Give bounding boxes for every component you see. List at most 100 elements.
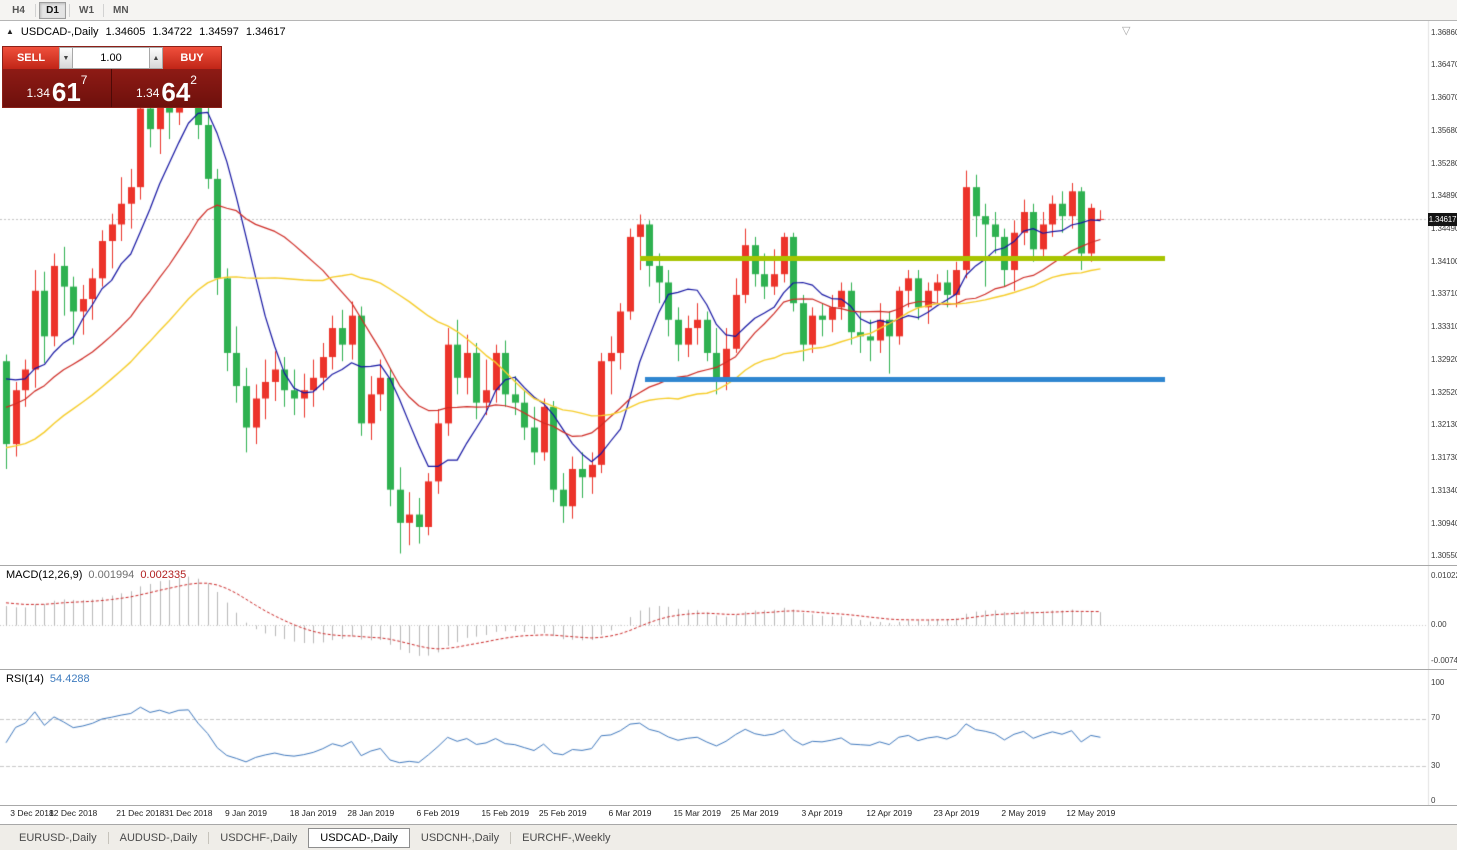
panel-splitter[interactable] xyxy=(0,669,1457,670)
tab-divider xyxy=(510,831,512,844)
time-axis-label: 3 Dec 2018 xyxy=(10,808,54,818)
time-axis-label: 12 May 2019 xyxy=(1066,808,1116,818)
one-click-trading-panel: SELL ▼ ▲ BUY 1.34 61 7 1.34 64 2 xyxy=(2,46,222,108)
price-axis-label: 1.32920 xyxy=(1431,354,1457,364)
trade-panel-prices: 1.34 61 7 1.34 64 2 xyxy=(3,69,221,107)
macd-signal-value: 0.002335 xyxy=(140,569,187,581)
time-axis-label: 15 Mar 2019 xyxy=(673,808,722,818)
price-axis-label: 1.36860 xyxy=(1431,28,1457,37)
time-axis-label: 12 Apr 2019 xyxy=(866,808,913,818)
time-axis-label: 25 Feb 2019 xyxy=(538,808,587,818)
tab-usdchf-daily[interactable]: USDCHF-,Daily xyxy=(220,831,298,844)
buy-price-display[interactable]: 1.34 64 2 xyxy=(112,69,221,107)
price-axis-label: 1.31730 xyxy=(1431,453,1457,463)
price-axis-label: 1.35280 xyxy=(1431,158,1457,168)
price-axis-label: 1.34490 xyxy=(1431,224,1457,234)
time-axis-label: 6 Feb 2019 xyxy=(416,808,460,818)
time-axis-label: 28 Jan 2019 xyxy=(347,808,395,818)
timeframe-w1-button[interactable]: W1 xyxy=(73,2,100,19)
macd-main-value: 0.001994 xyxy=(88,569,135,581)
time-axis[interactable]: 3 Dec 2018 12 Dec 2018 21 Dec 2018 31 De… xyxy=(0,806,1457,823)
buy-price-prefix: 1.34 xyxy=(136,86,160,100)
tab-usdcnh-daily[interactable]: USDCNH-,Daily xyxy=(420,831,500,844)
chart-symbol-label: USDCAD-,Daily xyxy=(20,26,99,38)
rsi-label: RSI(14) xyxy=(6,673,44,685)
rsi-axis-100-label: 100 xyxy=(1431,678,1445,687)
sell-price-big: 61 xyxy=(51,77,81,107)
price-axis-label: 1.32130 xyxy=(1431,420,1457,430)
price-axis-label: 1.30940 xyxy=(1431,518,1457,528)
time-axis-label: 23 Apr 2019 xyxy=(933,808,980,818)
panel-splitter[interactable] xyxy=(0,565,1457,566)
ohlc-close-value: 1.34617 xyxy=(245,26,286,38)
price-axis-label: 1.33310 xyxy=(1431,322,1457,332)
ohlc-high-value: 1.34722 xyxy=(152,26,193,38)
time-axis-label: 9 Jan 2019 xyxy=(224,808,268,818)
sell-button[interactable]: SELL xyxy=(3,47,59,69)
price-axis-label: 1.31340 xyxy=(1431,485,1457,495)
rsi-header: RSI(14) 54.4288 xyxy=(6,673,90,685)
volume-increase-button[interactable]: ▲ xyxy=(149,47,163,69)
price-axis-label: 1.36070 xyxy=(1431,93,1457,103)
rsi-value: 54.4288 xyxy=(49,673,90,685)
price-axis-label: 1.34100 xyxy=(1431,256,1457,266)
chart-shift-icon[interactable]: ▽ xyxy=(1122,25,1131,37)
volume-decrease-button[interactable]: ▼ xyxy=(59,47,73,69)
macd-label: MACD(12,26,9) xyxy=(6,569,83,581)
tab-divider xyxy=(107,831,109,844)
sell-price-prefix: 1.34 xyxy=(26,86,50,100)
timeframe-toolbar: H4 D1 W1 MN xyxy=(0,0,1457,21)
trade-panel-controls: SELL ▼ ▲ BUY xyxy=(3,47,221,69)
sell-price-display[interactable]: 1.34 61 7 xyxy=(3,69,112,107)
price-axis-label: 1.33710 xyxy=(1431,289,1457,299)
ohlc-low-value: 1.34597 xyxy=(199,26,239,38)
buy-button[interactable]: BUY xyxy=(163,47,221,69)
time-axis-label: 15 Feb 2019 xyxy=(481,808,530,818)
one-click-panel-collapse-icon[interactable]: ▲ xyxy=(6,27,14,36)
time-axis-label: 3 Apr 2019 xyxy=(801,808,843,818)
rsi-canvas[interactable] xyxy=(0,670,1457,805)
timeframe-d1-button[interactable]: D1 xyxy=(39,1,66,19)
tab-usdcad-daily[interactable]: USDCAD-,Daily xyxy=(308,827,410,848)
volume-input[interactable] xyxy=(73,47,149,69)
time-axis-label: 6 Mar 2019 xyxy=(608,808,652,818)
price-axis-label: 1.32520 xyxy=(1431,387,1457,397)
rsi-indicator-panel: RSI(14) 54.4288 100 70 30 0 xyxy=(0,670,1457,805)
macd-canvas[interactable] xyxy=(0,566,1457,669)
timeframe-h4-button[interactable]: H4 xyxy=(5,2,32,19)
price-axis-label: 1.30550 xyxy=(1431,551,1457,560)
macd-header: MACD(12,26,9) 0.001994 0.002335 xyxy=(6,569,186,581)
panel-splitter[interactable] xyxy=(0,805,1457,806)
chart-header: ▲ USDCAD-,Daily 1.34605 1.34722 1.34597 … xyxy=(6,26,286,38)
price-axis-label: 1.35680 xyxy=(1431,125,1457,135)
buy-price-sup: 2 xyxy=(190,73,197,87)
time-axis-label: 31 Dec 2018 xyxy=(164,808,213,818)
toolbar-divider xyxy=(35,3,36,17)
price-axis-label: 1.36470 xyxy=(1431,60,1457,70)
buy-price-big: 64 xyxy=(161,77,191,107)
macd-indicator-panel: MACD(12,26,9) 0.001994 0.002335 0.010225… xyxy=(0,566,1457,669)
tab-eurchf-weekly[interactable]: EURCHF-,Weekly xyxy=(522,831,611,844)
rsi-axis-0-label: 0 xyxy=(1431,796,1436,805)
current-price-tag: 1.34617 xyxy=(1428,213,1457,226)
price-chart-canvas[interactable] xyxy=(0,21,1457,565)
time-axis-label: 12 Dec 2018 xyxy=(49,808,98,818)
macd-axis-max-label: 0.010225 xyxy=(1431,571,1457,580)
price-axis-label: 1.34890 xyxy=(1431,191,1457,201)
rsi-axis-70-label: 70 xyxy=(1431,713,1440,722)
time-axis-label: 21 Dec 2018 xyxy=(116,808,165,818)
timeframe-mn-button[interactable]: MN xyxy=(107,2,135,19)
time-axis-label: 2 May 2019 xyxy=(1001,808,1046,818)
price-chart-panel: ▲ USDCAD-,Daily 1.34605 1.34722 1.34597 … xyxy=(0,21,1457,565)
time-axis-label: 18 Jan 2019 xyxy=(289,808,337,818)
macd-axis-min-label: -0.007475 xyxy=(1431,656,1457,665)
ohlc-open-value: 1.34605 xyxy=(105,26,146,38)
tab-divider xyxy=(208,831,210,844)
toolbar-divider xyxy=(103,3,104,17)
sell-price-sup: 7 xyxy=(80,73,88,87)
tab-eurusd-daily[interactable]: EURUSD-,Daily xyxy=(19,831,97,844)
chart-tabs-bar: EURUSD-,Daily AUDUSD-,Daily USDCHF-,Dail… xyxy=(0,824,1457,850)
time-axis-label: 25 Mar 2019 xyxy=(730,808,779,818)
tab-audusd-daily[interactable]: AUDUSD-,Daily xyxy=(119,831,198,844)
